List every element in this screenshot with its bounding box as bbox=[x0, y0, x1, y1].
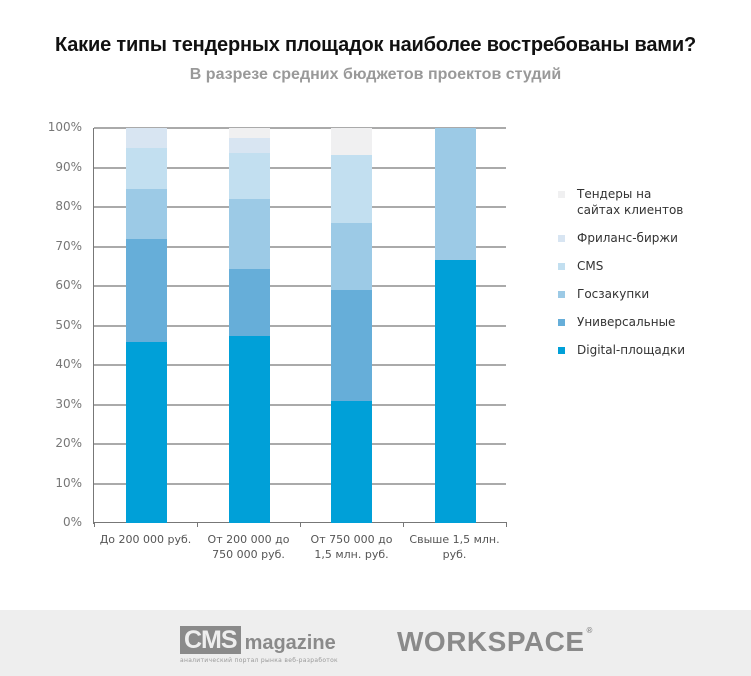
gridline bbox=[94, 285, 506, 287]
gridline bbox=[94, 443, 506, 445]
stacked-bar bbox=[229, 128, 270, 523]
legend-swatch-icon bbox=[558, 191, 565, 198]
bar-segment bbox=[126, 342, 167, 523]
y-tick-label: 60% bbox=[55, 278, 82, 292]
bar-segment bbox=[126, 147, 167, 190]
x-tick-label: До 200 000 руб. bbox=[99, 533, 192, 546]
plot-area: До 200 000 руб. От 200 000 до 750 000 руб.… bbox=[47, 120, 507, 561]
gridline bbox=[94, 166, 506, 169]
bar-segment bbox=[229, 336, 270, 523]
legend-label: CMS bbox=[577, 259, 604, 273]
bar-segment bbox=[331, 289, 372, 401]
gridline bbox=[94, 403, 506, 406]
bar-segment bbox=[126, 189, 167, 239]
x-tick-mark bbox=[94, 522, 95, 527]
workspace-logo-text: WORKSPACE bbox=[397, 626, 585, 657]
chart-title: Какие типы тендерных площадок наиболее в… bbox=[55, 34, 696, 56]
legend-label: Универсальные bbox=[577, 315, 676, 329]
y-tick-label: 70% bbox=[55, 238, 82, 253]
bar-segment bbox=[435, 259, 476, 523]
x-tick-mark bbox=[197, 522, 198, 527]
stacked-bar bbox=[331, 128, 372, 523]
y-tick-label: 30% bbox=[55, 396, 82, 411]
legend-item: Фриланс-биржи bbox=[558, 230, 748, 246]
y-tick-label: 0% bbox=[62, 515, 82, 529]
gridline bbox=[94, 245, 506, 248]
stacked-bar bbox=[435, 128, 476, 523]
x-tick-mark bbox=[403, 522, 404, 527]
y-tick-label: 40% bbox=[55, 357, 82, 371]
y-tick-label: 100% bbox=[47, 120, 82, 134]
bar-segment bbox=[126, 238, 167, 343]
cms-magazine-logo: CMS magazine bbox=[180, 626, 336, 654]
bar-segment bbox=[229, 137, 270, 153]
legend-item: Digital-площадки bbox=[558, 342, 748, 358]
workspace-logo: WORKSPACE ® bbox=[397, 626, 593, 658]
y-tick-label: 90% bbox=[55, 159, 82, 174]
cms-tagline: аналитический портал рынка веб-разработо… bbox=[180, 657, 338, 664]
bar-segment bbox=[229, 152, 270, 200]
cms-logo-box: CMS bbox=[180, 626, 241, 654]
gridline bbox=[94, 324, 506, 327]
footer: CMS magazine аналитический портал рынка … bbox=[0, 610, 751, 676]
gridline bbox=[94, 206, 506, 208]
gridline bbox=[94, 127, 506, 129]
bar-segment bbox=[331, 223, 372, 290]
legend-swatch-icon bbox=[558, 347, 565, 354]
legend-label: Тендеры на сайтах клиентов bbox=[577, 187, 684, 217]
cms-logo-word: magazine bbox=[244, 632, 336, 654]
legend: Тендеры на сайтах клиентов Фриланс-биржи C… bbox=[558, 186, 748, 370]
x-tick-mark bbox=[300, 522, 301, 527]
y-tick-label: 20% bbox=[55, 436, 82, 450]
gridline bbox=[94, 364, 506, 366]
chart-subtitle: В разрезе средних бюджетов проектов студ… bbox=[189, 66, 562, 83]
x-tick-label: Свыше 1,5 млн. руб. bbox=[409, 533, 500, 561]
bar-segment bbox=[229, 128, 270, 138]
legend-swatch-icon bbox=[558, 235, 565, 242]
y-tick-label: 10% bbox=[55, 475, 82, 490]
y-axis bbox=[93, 128, 94, 524]
bar-segment bbox=[331, 128, 372, 155]
x-tick-label: От 200 000 до 750 000 руб. bbox=[207, 533, 290, 561]
bar-segment bbox=[126, 128, 167, 148]
bar-segment bbox=[435, 128, 476, 260]
bar-segment bbox=[331, 154, 372, 224]
legend-swatch-icon bbox=[558, 263, 565, 270]
bar-segment bbox=[331, 400, 372, 523]
gridline bbox=[94, 482, 506, 485]
y-tick-label: 50% bbox=[55, 317, 82, 332]
legend-swatch-icon bbox=[558, 291, 565, 298]
x-tick-mark bbox=[506, 522, 507, 527]
registered-icon: ® bbox=[586, 626, 593, 635]
legend-item: Госзакупки bbox=[558, 286, 748, 302]
legend-item: CMS bbox=[558, 258, 748, 274]
legend-item: Тендеры на сайтах клиентов bbox=[558, 186, 748, 218]
x-tick-label: От 750 000 до 1,5 млн. руб. bbox=[310, 533, 393, 561]
legend-swatch-icon bbox=[558, 319, 565, 326]
y-tick-label: 80% bbox=[55, 199, 82, 213]
legend-item: Универсальные bbox=[558, 314, 748, 330]
legend-label: Фриланс-биржи bbox=[577, 231, 678, 245]
stacked-bar bbox=[126, 128, 167, 523]
legend-label: Digital-площадки bbox=[577, 343, 686, 357]
bar-segment bbox=[229, 269, 270, 337]
legend-label: Госзакупки bbox=[577, 287, 650, 301]
bar-segment bbox=[229, 199, 270, 270]
